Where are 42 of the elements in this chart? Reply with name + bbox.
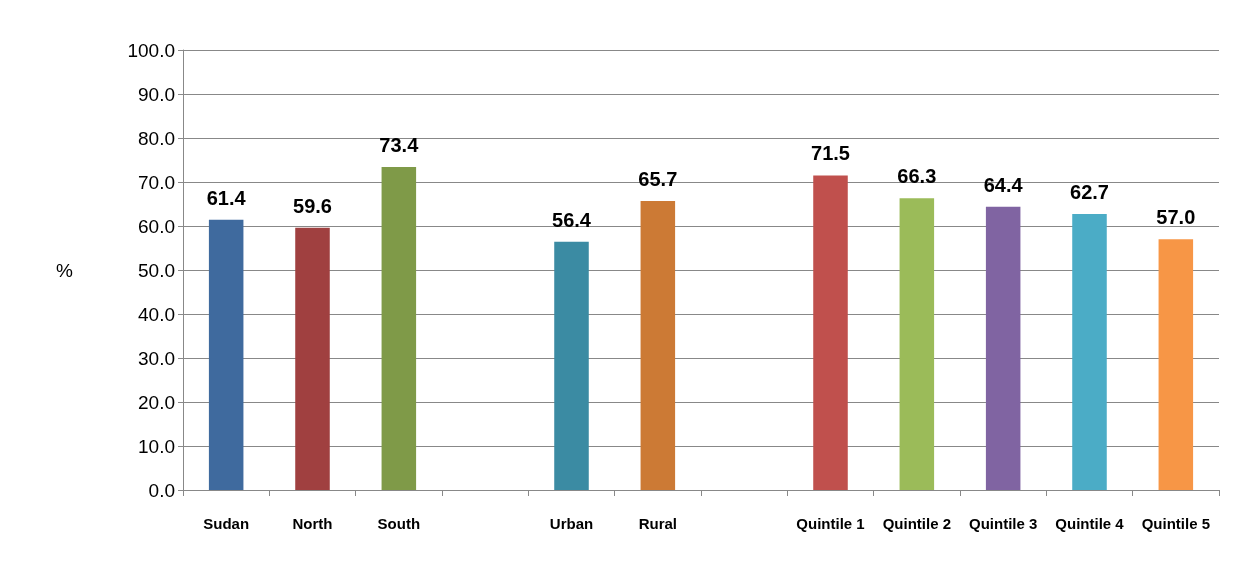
x-tick-label: Quintile 1 (796, 515, 865, 532)
data-label: 61.4 (206, 186, 247, 209)
data-label: 59.6 (293, 194, 332, 217)
y-tick-label: 0.0 (148, 479, 175, 501)
x-tick-label: Quintile 4 (1055, 515, 1125, 532)
data-label: 65.7 (638, 167, 678, 190)
bar (985, 206, 1021, 490)
bar (1072, 214, 1107, 490)
y-tick-label: 100.0 (127, 39, 175, 61)
x-tick-label: Sudan (203, 515, 250, 532)
bar (813, 175, 848, 490)
bar (1158, 239, 1194, 490)
data-label: 62.7 (1070, 181, 1109, 204)
y-tick-label: 10.0 (138, 435, 175, 457)
x-tick-label: Rural (638, 515, 678, 532)
bar (381, 167, 417, 490)
x-tick-label: South (377, 515, 421, 532)
y-tick-label: 80.0 (138, 127, 175, 149)
data-label: 57.0 (1156, 206, 1196, 229)
bar (899, 198, 935, 490)
y-tick-label: 70.0 (138, 171, 175, 193)
y-tick-label: 90.0 (138, 83, 175, 105)
bar (640, 200, 676, 490)
x-tick-label: Urban (549, 515, 594, 532)
x-tick-label: Quintile 2 (882, 515, 952, 532)
x-tick-label: Quintile 3 (968, 515, 1038, 532)
data-label: 66.3 (897, 165, 937, 188)
y-tick-label: 20.0 (138, 391, 175, 413)
data-label: 71.5 (811, 142, 850, 165)
y-tick-label: 60.0 (138, 215, 175, 237)
bar (208, 219, 244, 490)
x-tick-label: North (292, 515, 333, 532)
y-tick-label: 40.0 (138, 303, 175, 325)
bar (295, 227, 330, 490)
bar (554, 241, 589, 490)
y-tick-label: 50.0 (138, 259, 175, 281)
x-tick-label: Quintile 5 (1141, 515, 1211, 532)
data-label: 56.4 (552, 208, 592, 231)
y-axis-title: % (56, 259, 74, 281)
y-tick-label: 30.0 (138, 347, 175, 369)
data-label: 64.4 (983, 173, 1024, 196)
data-label: 73.4 (379, 134, 420, 157)
